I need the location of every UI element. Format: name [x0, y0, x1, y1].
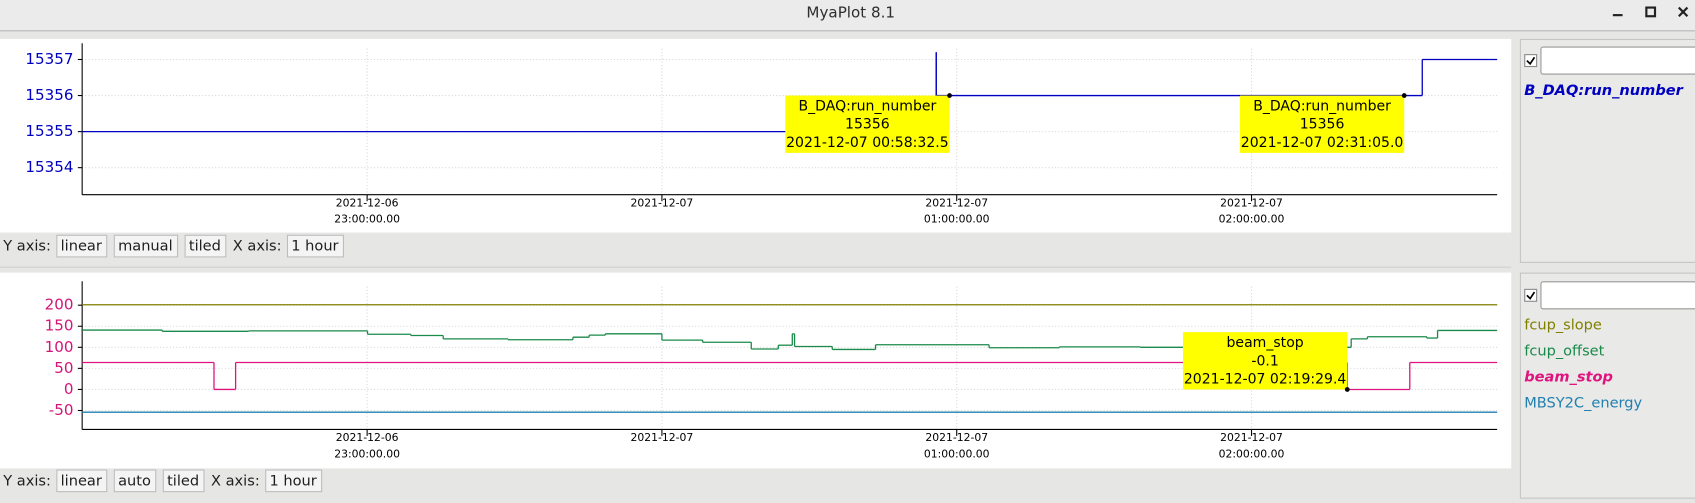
tooltip-value: -0.1	[1251, 353, 1278, 369]
tooltip-box	[1182, 332, 1348, 390]
control-button-label[interactable]: manual	[118, 238, 173, 255]
control-label: Y axis:	[2, 472, 51, 489]
y-tick-label: -50	[49, 401, 74, 419]
legend-panel	[1519, 272, 1695, 499]
x-tick-label: 2021-12-07	[1220, 431, 1283, 444]
tooltip-value: 15356	[1300, 117, 1345, 133]
control-button[interactable]	[162, 469, 205, 493]
y-tick-label: 15355	[25, 122, 73, 140]
tooltip-name: B_DAQ:run_number	[799, 98, 937, 114]
x-tick-label: 01:00:00.00	[924, 213, 990, 226]
checkmark	[1526, 56, 1536, 66]
y-tick-label: 200	[45, 296, 74, 314]
control-button-label[interactable]: 1 hour	[269, 472, 316, 489]
control-label: Y axis:	[2, 238, 51, 255]
control-button[interactable]	[56, 234, 108, 258]
y-tick-label: 100	[45, 338, 74, 356]
tooltip-time: 2021-12-07 02:19:29.4	[1184, 372, 1347, 388]
control-button-label[interactable]: tiled	[189, 238, 221, 255]
x-tick-label: 2021-12-07	[1220, 196, 1283, 209]
tooltip-box	[1239, 95, 1405, 153]
control-label: X axis:	[233, 238, 282, 255]
x-tick-label: 2021-12-06	[336, 196, 399, 209]
control-label: X axis:	[211, 472, 260, 489]
tooltip-time: 2021-12-07 02:31:05.0	[1241, 135, 1404, 151]
tooltip-box	[785, 95, 950, 153]
y-tick-label: 50	[54, 359, 73, 377]
y-tick-label: 15356	[25, 86, 73, 104]
control-button-label[interactable]: linear	[61, 472, 102, 489]
x-tick-label: 01:00:00.00	[924, 447, 990, 460]
tooltip-time: 2021-12-07 00:58:32.5	[786, 135, 949, 151]
control-button-label[interactable]: 1 hour	[291, 238, 338, 255]
control-button-label[interactable]: linear	[61, 238, 102, 255]
title-bar	[0, 0, 1695, 31]
maximize-button[interactable]	[1645, 6, 1657, 18]
control-button[interactable]	[184, 234, 227, 258]
series-checkbox[interactable]	[1524, 288, 1538, 302]
x-tick-label: 2021-12-07	[925, 196, 988, 209]
legend-entry[interactable]: beam_stop	[1524, 369, 1613, 386]
tooltip-marker	[947, 93, 952, 98]
x-tick-label: 02:00:00.00	[1219, 447, 1285, 460]
legend-entry[interactable]: fcup_slope	[1524, 317, 1602, 334]
legend-panel	[1519, 38, 1695, 263]
y-tick-label: 0	[64, 380, 74, 398]
window-title: MyaPlot 8.1	[806, 3, 895, 21]
search-input[interactable]	[1540, 281, 1695, 310]
x-tick-label: 02:00:00.00	[1219, 213, 1285, 226]
control-button[interactable]	[113, 469, 157, 493]
search-input[interactable]	[1540, 46, 1695, 75]
x-tick-label: 2021-12-07	[925, 431, 988, 444]
control-button[interactable]	[265, 469, 323, 493]
tooltip-value: 15356	[845, 117, 890, 133]
x-tick-label: 2021-12-07	[631, 431, 694, 444]
legend-entry[interactable]: B_DAQ:run_number	[1524, 82, 1683, 99]
control-button[interactable]	[113, 234, 179, 258]
checkmark	[1526, 291, 1536, 300]
series-checkbox[interactable]	[1524, 54, 1538, 68]
x-tick-label: 2021-12-06	[336, 431, 399, 444]
legend-entry[interactable]: fcup_offset	[1524, 343, 1604, 360]
y-tick-label: 15357	[25, 50, 73, 68]
y-tick-label: 15354	[25, 158, 73, 176]
tooltip-name: beam_stop	[1227, 335, 1304, 351]
x-tick-label: 23:00:00.00	[334, 447, 400, 460]
control-button[interactable]	[56, 469, 108, 493]
control-button-label[interactable]: auto	[118, 472, 151, 489]
control-button-label[interactable]: tiled	[167, 472, 199, 489]
control-button[interactable]	[286, 234, 344, 258]
tooltip-name: B_DAQ:run_number	[1253, 98, 1391, 114]
legend-entry[interactable]: MBSY2C_energy	[1524, 394, 1642, 411]
x-tick-label: 2021-12-07	[631, 196, 694, 209]
tooltip-marker	[1344, 387, 1350, 392]
tooltip-marker	[1401, 93, 1407, 98]
y-tick-label: 150	[45, 317, 74, 335]
x-tick-label: 23:00:00.00	[334, 213, 400, 226]
close-button[interactable]	[1678, 6, 1689, 17]
